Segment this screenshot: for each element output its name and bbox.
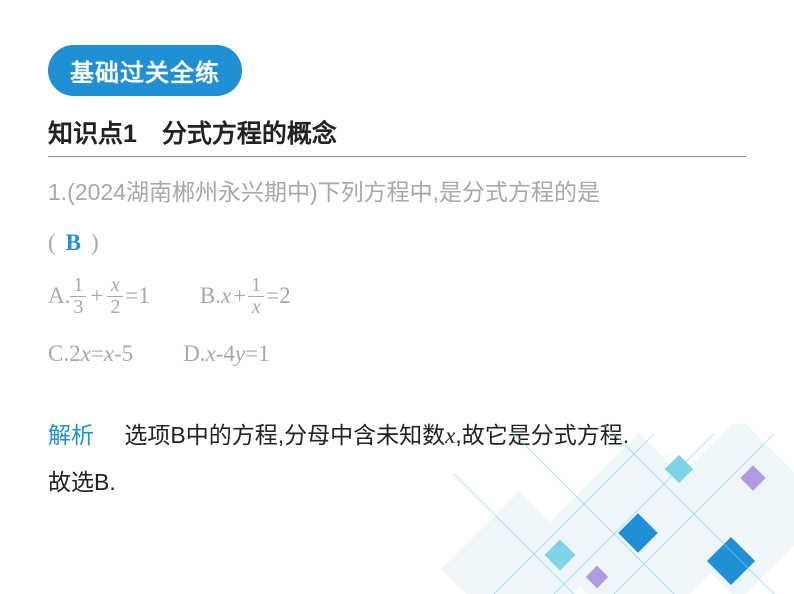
var-x: x (104, 332, 114, 376)
answer-letter: B (66, 221, 81, 265)
explanation-label: 解析 (48, 422, 94, 448)
opt-d-post: =1 (245, 332, 269, 376)
frac-d: x (249, 297, 264, 318)
opt-d-pre: D. (183, 332, 205, 376)
option-d: D. x -4 y =1 (183, 332, 269, 376)
eq: =1 (123, 274, 149, 318)
fraction-1-over-x: 1 x (248, 275, 264, 318)
eq: = (91, 332, 104, 376)
heading-knowledge-point: 知识点1 分式方程的概念 (48, 114, 746, 150)
frac-d: 3 (70, 297, 86, 318)
var-x: x (81, 332, 91, 376)
question-text: 1.(2024湖南郴州永兴期中)下列方程中,是分式方程的是 (48, 179, 600, 205)
opt-c-pre: C.2 (48, 332, 81, 376)
var-x: x (206, 332, 216, 376)
explanation-text-1b: ,故它是分式方程. (455, 422, 629, 448)
options-row-2: C.2 x = x -5 D. x -4 y =1 (48, 332, 746, 376)
explanation-block: 解析 选项B中的方程,分母中含未知数x,故它是分式方程. 故选B. (48, 412, 746, 505)
explanation-text-1a: 选项B中的方程,分母中含未知数 (124, 422, 445, 448)
var-x: x (221, 274, 231, 318)
frac-n: 1 (248, 275, 264, 296)
answer-row: ( B ) (48, 221, 746, 265)
option-c: C.2 x = x -5 (48, 332, 133, 376)
var-x: x (445, 423, 455, 448)
fraction-x-over-2: x 2 (107, 275, 123, 318)
option-b: B. x + 1 x =2 (200, 274, 291, 318)
opt-d-mid: -4 (216, 332, 235, 376)
heading-underline (48, 156, 746, 157)
paren-open: ( (48, 221, 56, 265)
explanation-line-2: 故选B. (48, 459, 746, 505)
fraction-1-over-3: 1 3 (70, 275, 86, 318)
explanation-line-1: 解析 选项B中的方程,分母中含未知数x,故它是分式方程. (48, 412, 746, 459)
frac-d: 2 (107, 297, 123, 318)
var-y: y (235, 332, 245, 376)
section-pill: 基础过关全练 (48, 45, 242, 96)
frac-n: 1 (70, 275, 86, 296)
plus: + (231, 274, 248, 318)
option-a-label: A. (48, 274, 70, 318)
option-b-label: B. (200, 274, 221, 318)
plus: + (86, 274, 107, 318)
frac-n: x (108, 275, 123, 296)
opt-c-post: -5 (114, 332, 133, 376)
options-row-1: A. 1 3 + x 2 =1 B. x + 1 (48, 274, 746, 318)
question-block: 1.(2024湖南郴州永兴期中)下列方程中,是分式方程的是 ( B ) A. 1… (48, 171, 746, 376)
option-a: A. 1 3 + x 2 =1 (48, 274, 150, 318)
paren-close: ) (91, 221, 99, 265)
eq: =2 (264, 274, 290, 318)
